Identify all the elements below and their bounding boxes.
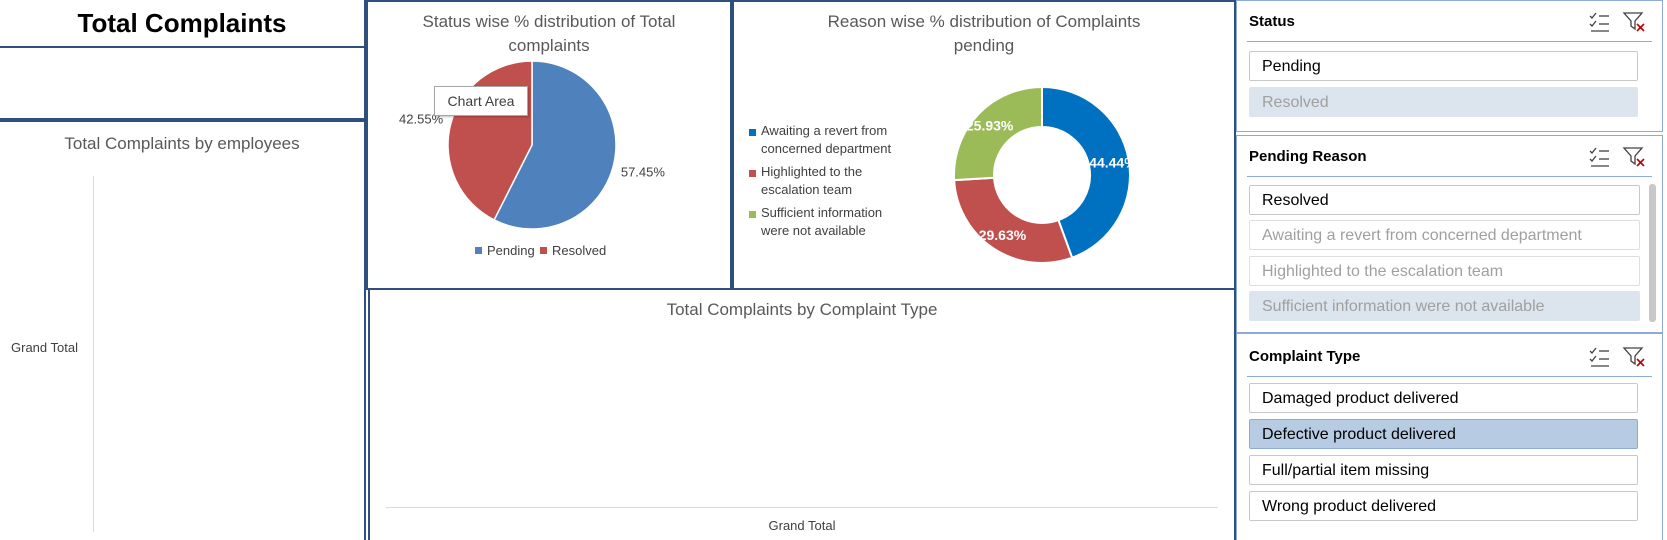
legend-label-insufficient-2: were not available — [761, 223, 866, 238]
blank-panel — [0, 48, 366, 120]
type-chart-panel[interactable]: Total Complaints by Complaint Type Grand… — [368, 290, 1236, 540]
pending-reason-slicer-header: Pending Reason — [1247, 136, 1652, 177]
complaint-type-slicer: Complaint Type Damaged product delivered… — [1236, 333, 1663, 540]
donut-data-label: 44.44% — [1089, 154, 1137, 170]
pie-data-label: 42.55% — [399, 112, 444, 127]
legend-label-insufficient-1: Sufficient information — [761, 205, 883, 220]
slicer-item-resolved[interactable]: Resolved — [1249, 87, 1638, 117]
chart-area-tooltip: Chart Area — [434, 86, 528, 116]
slicer-item-reason-resolved[interactable]: Resolved — [1249, 185, 1640, 215]
slicer-item-damaged[interactable]: Damaged product delivered — [1249, 383, 1638, 413]
slicer-item-wrong[interactable]: Wrong product delivered — [1249, 491, 1638, 521]
type-x-label: Grand Total — [768, 518, 836, 533]
slicer-item-reason-awaiting[interactable]: Awaiting a revert from concerned departm… — [1249, 220, 1640, 250]
reason-donut-title-line-2: pending — [953, 36, 1015, 55]
multi-select-icon[interactable] — [1588, 346, 1612, 368]
donut-slice-3 — [953, 85, 1043, 182]
employees-axis-line — [93, 176, 94, 532]
reason-donut-title-line-1: Reason wise % distribution of Complaints — [827, 12, 1141, 31]
reason-donut-chart: 44.44% 29.63% 25.93% — [953, 85, 1137, 264]
status-pie-chart: 57.45% 42.55% Pending Resolved — [399, 60, 666, 258]
pie-legend-swatch — [475, 247, 482, 254]
multi-select-icon[interactable] — [1588, 146, 1612, 168]
pie-legend-label: Resolved — [552, 243, 606, 258]
legend-label-highlighted-1: Highlighted to the — [761, 164, 863, 179]
dashboard-title: Total Complaints — [0, 0, 366, 48]
legend-swatch-highlighted — [749, 170, 756, 177]
status-pie-panel[interactable]: Status wise % distribution of Total comp… — [366, 0, 732, 290]
donut-data-label: 25.93% — [966, 118, 1014, 134]
multi-select-icon[interactable] — [1588, 11, 1612, 33]
slicer-item-reason-insufficient[interactable]: Sufficient information were not availabl… — [1249, 291, 1640, 321]
legend-swatch-awaiting — [749, 129, 756, 136]
donut-data-label: 29.63% — [979, 227, 1027, 243]
employees-chart-panel[interactable]: Total Complaints by employees Grand Tota… — [0, 120, 366, 540]
employees-chart-title: Total Complaints by employees — [64, 134, 300, 153]
pie-legend-swatch — [540, 247, 547, 254]
slicer-item-pending[interactable]: Pending — [1249, 51, 1638, 81]
pie-legend-label: Pending — [487, 243, 535, 258]
reason-donut-panel[interactable]: Reason wise % distribution of Complaints… — [732, 0, 1236, 290]
donut-slice-2 — [953, 176, 1074, 264]
slicer-item-defective[interactable]: Defective product delivered — [1249, 419, 1638, 449]
pending-reason-slicer: Pending Reason Resolved Awaiting a rever… — [1236, 135, 1663, 333]
donut-slice-1 — [1041, 85, 1132, 259]
slicer-item-missing[interactable]: Full/partial item missing — [1249, 455, 1638, 485]
pending-reason-slicer-title: Pending Reason — [1249, 148, 1367, 165]
legend-label-awaiting-1: Awaiting a revert from — [761, 123, 888, 138]
clear-filter-icon[interactable] — [1622, 346, 1646, 368]
employees-row-label: Grand Total — [11, 340, 78, 355]
slicer-item-reason-highlighted[interactable]: Highlighted to the escalation team — [1249, 256, 1640, 286]
status-slicer-header: Status — [1247, 1, 1652, 42]
status-pie-title-line-1: Status wise % distribution of Total — [422, 12, 676, 31]
status-slicer-title: Status — [1249, 13, 1295, 30]
pie-data-label: 57.45% — [621, 164, 666, 179]
status-slicer: Status Pending Resolved — [1236, 0, 1663, 132]
legend-label-highlighted-2: escalation team — [761, 182, 853, 197]
type-chart-title: Total Complaints by Complaint Type — [666, 300, 938, 319]
pending-reason-scrollbar[interactable] — [1649, 184, 1656, 322]
clear-filter-icon[interactable] — [1622, 11, 1646, 33]
pie-slice-pending — [493, 60, 617, 230]
complaint-type-slicer-title: Complaint Type — [1249, 348, 1361, 365]
legend-label-awaiting-2: concerned department — [761, 141, 892, 156]
status-pie-title-line-2: complaints — [508, 36, 590, 55]
type-axis-line — [386, 507, 1218, 508]
clear-filter-icon[interactable] — [1622, 146, 1646, 168]
legend-swatch-insufficient — [749, 211, 756, 218]
complaint-type-slicer-header: Complaint Type — [1247, 334, 1652, 377]
